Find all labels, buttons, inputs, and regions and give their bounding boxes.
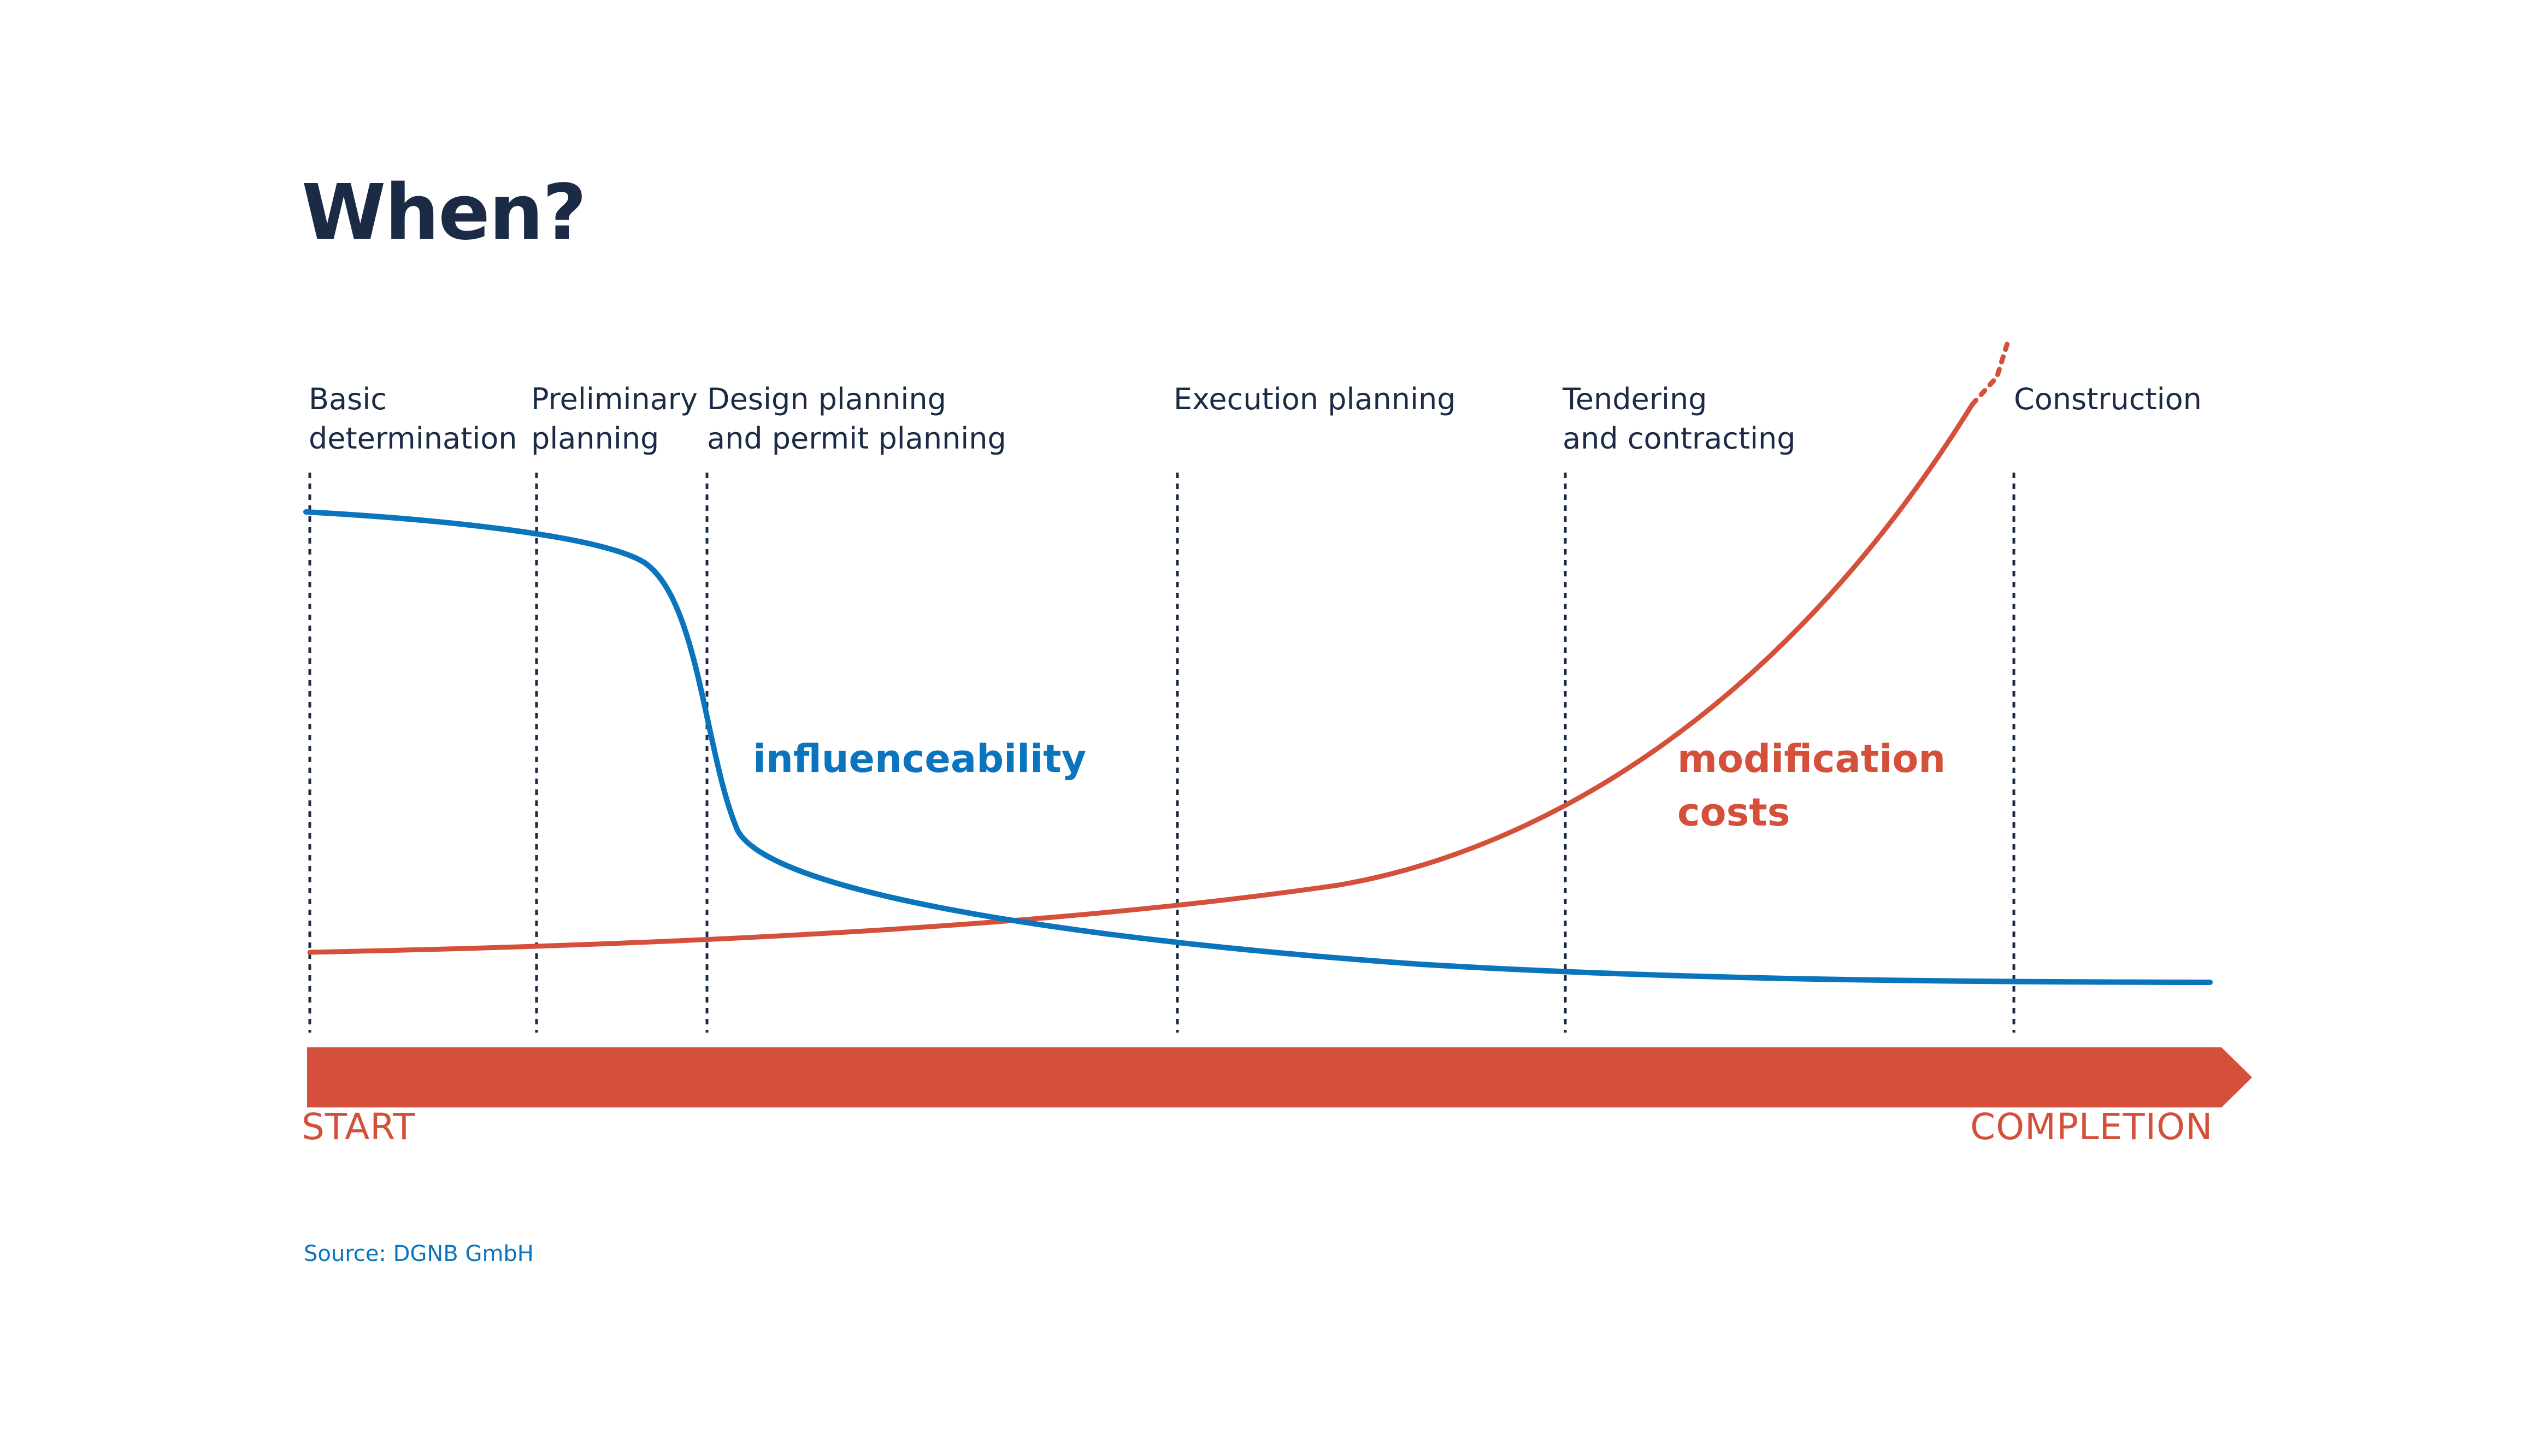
phase-preliminary-planning: Preliminary planning (531, 382, 698, 456)
phase-basic-determination: Basic determination (309, 382, 517, 456)
phase-tendering: Tendering and contracting (1563, 382, 1796, 456)
modification-costs-curve (307, 402, 1975, 955)
modification-costs-curve-continuation (1970, 337, 2011, 407)
timeline-arrow (307, 1047, 2252, 1107)
phase-construction: Construction (2014, 382, 2202, 416)
timeline-start-label: START (302, 1106, 416, 1148)
influenceability-label: influenceability (753, 736, 1087, 781)
source-note: Source: DGNB GmbH (304, 1241, 534, 1266)
modification-costs-label: modification costs (1677, 736, 1946, 835)
influenceability-curve (303, 509, 2213, 985)
page-title: When? (302, 168, 587, 257)
phase-design-planning: Design planning and permit planning (707, 382, 1006, 456)
phase-execution-planning: Execution planning (1174, 382, 1456, 416)
timeline-end-label: COMPLETION (1970, 1106, 2213, 1148)
